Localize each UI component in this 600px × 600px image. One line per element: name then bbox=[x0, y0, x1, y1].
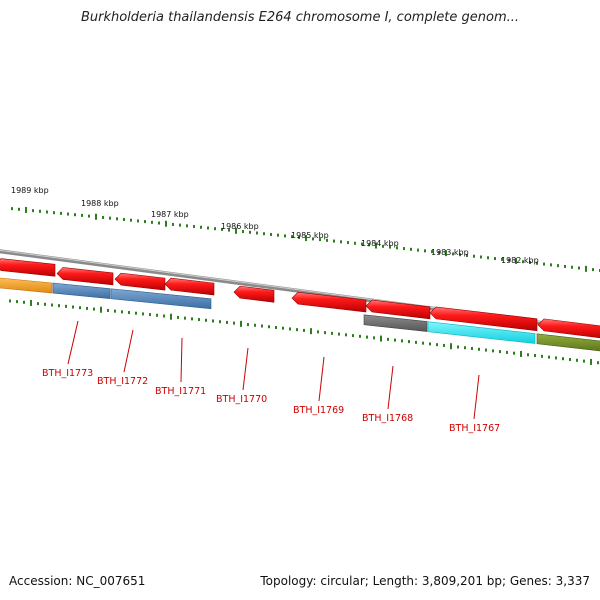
gene-labels: BTH_I1773 BTH_I1772 BTH_I1771 BTH_I1770 BTH_… bbox=[42, 368, 500, 434]
cog-category-bar bbox=[427, 321, 536, 344]
gene-label: BTH_I1772 bbox=[97, 376, 148, 387]
cog-category-bar bbox=[536, 333, 600, 352]
gene-label: BTH_I1773 bbox=[42, 368, 93, 379]
gene-label-leader bbox=[180, 337, 183, 383]
gene-label: BTH_I1767 bbox=[449, 423, 500, 434]
scale-label: 1984 kbp bbox=[361, 239, 399, 248]
gene-arrow bbox=[114, 272, 166, 291]
gene-label-leader bbox=[242, 347, 249, 391]
gene-arrow bbox=[233, 285, 275, 303]
scale-label: 1983 kbp bbox=[431, 248, 469, 257]
scale-label: 1987 kbp bbox=[151, 210, 189, 219]
gene-label-leader bbox=[67, 320, 79, 365]
gene-label: BTH_I1770 bbox=[216, 394, 267, 405]
cog-category-bar bbox=[363, 314, 428, 332]
gene-arrow bbox=[164, 277, 215, 296]
gene-label: BTH_I1769 bbox=[293, 405, 344, 416]
gene-label-leader bbox=[123, 329, 134, 373]
gene-track bbox=[0, 258, 600, 339]
accession-text: Accession: NC_007651 bbox=[9, 574, 146, 588]
cog-category-bar bbox=[0, 277, 53, 294]
gene-label-leader bbox=[318, 356, 325, 402]
gene-arrow bbox=[537, 318, 600, 339]
gene-label: BTH_I1768 bbox=[362, 413, 413, 424]
scale-labels: 1989 kbp 1988 kbp 1987 kbp 1986 kbp 1985 kbp… bbox=[11, 186, 539, 265]
gene-arrow bbox=[56, 267, 114, 286]
gene-arrow bbox=[0, 258, 56, 277]
cog-category-bar bbox=[110, 288, 212, 310]
scale-label: 1989 kbp bbox=[11, 186, 49, 195]
gene-label-leader bbox=[473, 374, 480, 420]
cog-category-bar bbox=[52, 282, 111, 299]
inner-scale-ticks bbox=[9, 299, 599, 365]
label-leader-lines bbox=[67, 320, 480, 420]
scale-label: 1986 kbp bbox=[221, 222, 259, 231]
cog-track bbox=[0, 277, 600, 352]
gene-label-leader bbox=[387, 365, 394, 410]
scale-label: 1982 kbp bbox=[501, 256, 539, 265]
gene-arrow bbox=[429, 306, 538, 332]
scale-label: 1985 kbp bbox=[291, 231, 329, 240]
genome-summary-text: Topology: circular; Length: 3,809,201 bp… bbox=[260, 574, 590, 588]
outer-scale-ticks bbox=[11, 206, 600, 272]
scale-label: 1988 kbp bbox=[81, 199, 119, 208]
gene-label: BTH_I1771 bbox=[155, 386, 206, 397]
map-title: Burkholderia thailandensis E264 chromoso… bbox=[80, 10, 520, 25]
